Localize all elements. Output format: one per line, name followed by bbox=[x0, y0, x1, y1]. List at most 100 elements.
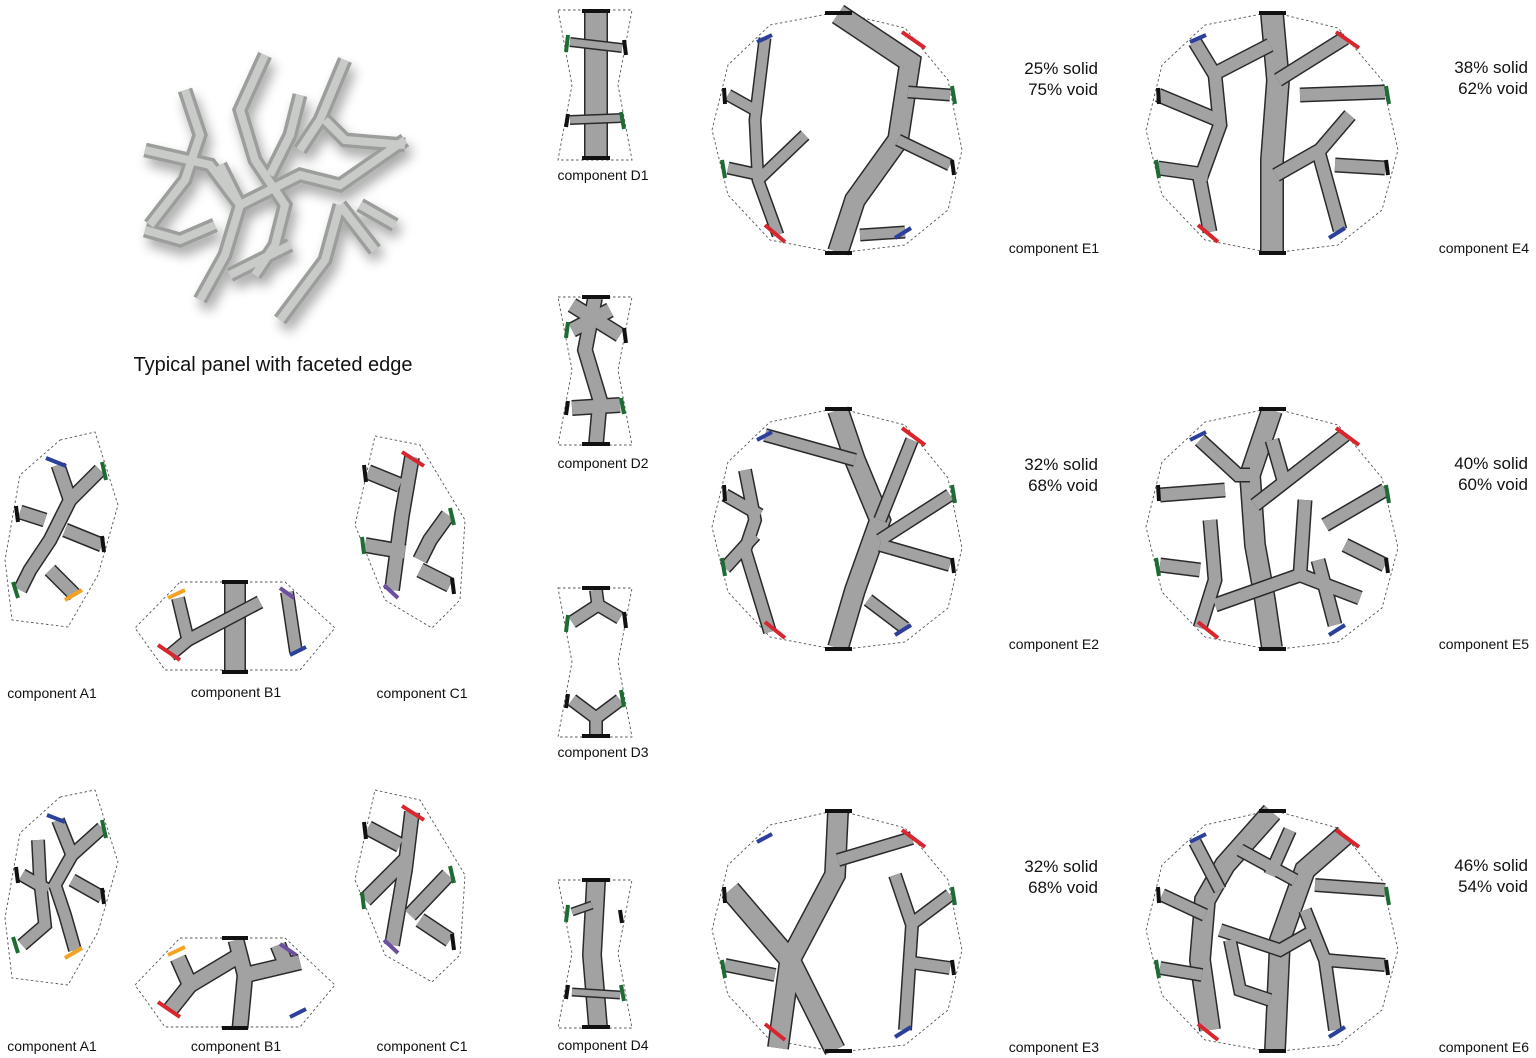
port-black bbox=[100, 535, 106, 553]
port-red bbox=[1334, 30, 1361, 50]
port-blue bbox=[893, 226, 913, 240]
port-red bbox=[156, 1000, 182, 1019]
component-outline bbox=[1145, 809, 1399, 1053]
port-orange bbox=[63, 588, 84, 602]
component-c1-top bbox=[354, 435, 466, 629]
component-outline bbox=[354, 789, 466, 983]
port-black bbox=[1384, 557, 1390, 574]
port-green bbox=[360, 536, 366, 555]
component-e6 bbox=[1145, 804, 1399, 1053]
component-label-d4: component D4 bbox=[557, 1037, 648, 1053]
component-d1 bbox=[557, 9, 633, 161]
component-label-e5: component E5 bbox=[1439, 636, 1529, 652]
component-outline bbox=[557, 587, 633, 738]
component-label-e3: component E3 bbox=[1009, 1039, 1099, 1055]
port-green bbox=[720, 159, 727, 179]
hero-title: Typical panel with faceted edge bbox=[133, 354, 412, 376]
port-green bbox=[11, 936, 20, 954]
port-green bbox=[1384, 484, 1391, 504]
component-label-b1-bottom: component B1 bbox=[191, 1038, 281, 1054]
port-red bbox=[763, 223, 787, 244]
port-black bbox=[362, 821, 368, 840]
component-label-a1-bottom: component A1 bbox=[7, 1038, 97, 1054]
component-b1-top bbox=[134, 580, 336, 674]
port-purple bbox=[278, 942, 298, 957]
port-red bbox=[400, 804, 426, 822]
port-red bbox=[400, 450, 426, 468]
port-green bbox=[619, 111, 626, 130]
component-d4 bbox=[557, 878, 633, 1029]
component-label-a1: component A1 bbox=[7, 685, 97, 701]
component-a1-bottom bbox=[4, 789, 119, 986]
port-green bbox=[100, 819, 108, 839]
port-red bbox=[1334, 828, 1361, 849]
port-blue bbox=[756, 832, 773, 844]
component-outline bbox=[1145, 407, 1399, 651]
component-e1 bbox=[711, 4, 963, 256]
port-orange bbox=[63, 946, 84, 960]
component-e4 bbox=[1145, 11, 1399, 255]
port-red bbox=[1196, 620, 1220, 640]
port-blue bbox=[1327, 623, 1347, 637]
port-black bbox=[1156, 484, 1161, 502]
component-outline bbox=[1145, 11, 1399, 254]
port-black bbox=[618, 909, 624, 924]
port-green bbox=[950, 886, 957, 906]
solid-ratio-e2: 32% solid bbox=[1024, 455, 1098, 474]
port-red bbox=[900, 426, 927, 447]
port-green bbox=[950, 85, 957, 105]
port-blue bbox=[1189, 832, 1207, 844]
component-e3 bbox=[711, 809, 963, 1055]
port-black bbox=[564, 400, 570, 416]
port-black bbox=[722, 886, 727, 904]
component-label-d3: component D3 bbox=[557, 744, 648, 760]
port-orange bbox=[167, 945, 186, 957]
port-green bbox=[360, 891, 366, 910]
component-label-c1-bottom: component C1 bbox=[376, 1038, 467, 1054]
port-blue bbox=[289, 645, 307, 657]
component-outline bbox=[557, 9, 633, 161]
component-outline bbox=[711, 407, 963, 651]
port-red bbox=[900, 828, 927, 849]
void-ratio-e1: 75% void bbox=[1028, 80, 1098, 99]
port-red bbox=[763, 1022, 787, 1042]
component-outline bbox=[4, 789, 119, 986]
component-label-c1: component C1 bbox=[376, 685, 467, 701]
port-blue bbox=[289, 1007, 307, 1019]
port-green bbox=[619, 984, 626, 1002]
port-green bbox=[564, 614, 570, 633]
component-e5 bbox=[1145, 406, 1399, 651]
port-green bbox=[1154, 557, 1161, 577]
port-blue bbox=[756, 33, 773, 44]
port-red bbox=[900, 30, 927, 50]
port-black bbox=[1156, 87, 1161, 105]
port-black bbox=[1384, 159, 1390, 176]
port-black bbox=[1384, 959, 1390, 976]
port-purple bbox=[278, 586, 296, 600]
void-ratio-e2: 68% void bbox=[1028, 476, 1098, 495]
port-blue bbox=[46, 813, 66, 824]
port-black bbox=[1156, 886, 1161, 904]
port-black bbox=[450, 933, 456, 951]
solid-ratio-e5: 40% solid bbox=[1454, 454, 1528, 473]
port-black bbox=[14, 866, 20, 884]
port-green bbox=[1154, 159, 1161, 179]
port-red bbox=[1196, 223, 1220, 244]
port-purple bbox=[382, 938, 400, 955]
port-black bbox=[950, 959, 956, 976]
port-black bbox=[950, 557, 956, 574]
component-label-d1: component D1 bbox=[557, 167, 648, 183]
component-d3 bbox=[557, 586, 633, 738]
port-green bbox=[720, 959, 727, 979]
component-label-e6: component E6 bbox=[1439, 1039, 1529, 1055]
port-green bbox=[11, 581, 20, 599]
port-red bbox=[156, 643, 182, 662]
component-label-d2: component D2 bbox=[557, 455, 648, 471]
port-blue bbox=[893, 623, 913, 637]
port-red bbox=[763, 620, 787, 640]
port-green bbox=[1384, 886, 1391, 906]
port-black bbox=[722, 87, 727, 105]
port-black bbox=[564, 113, 570, 128]
port-black bbox=[450, 577, 456, 595]
port-black bbox=[564, 693, 570, 709]
